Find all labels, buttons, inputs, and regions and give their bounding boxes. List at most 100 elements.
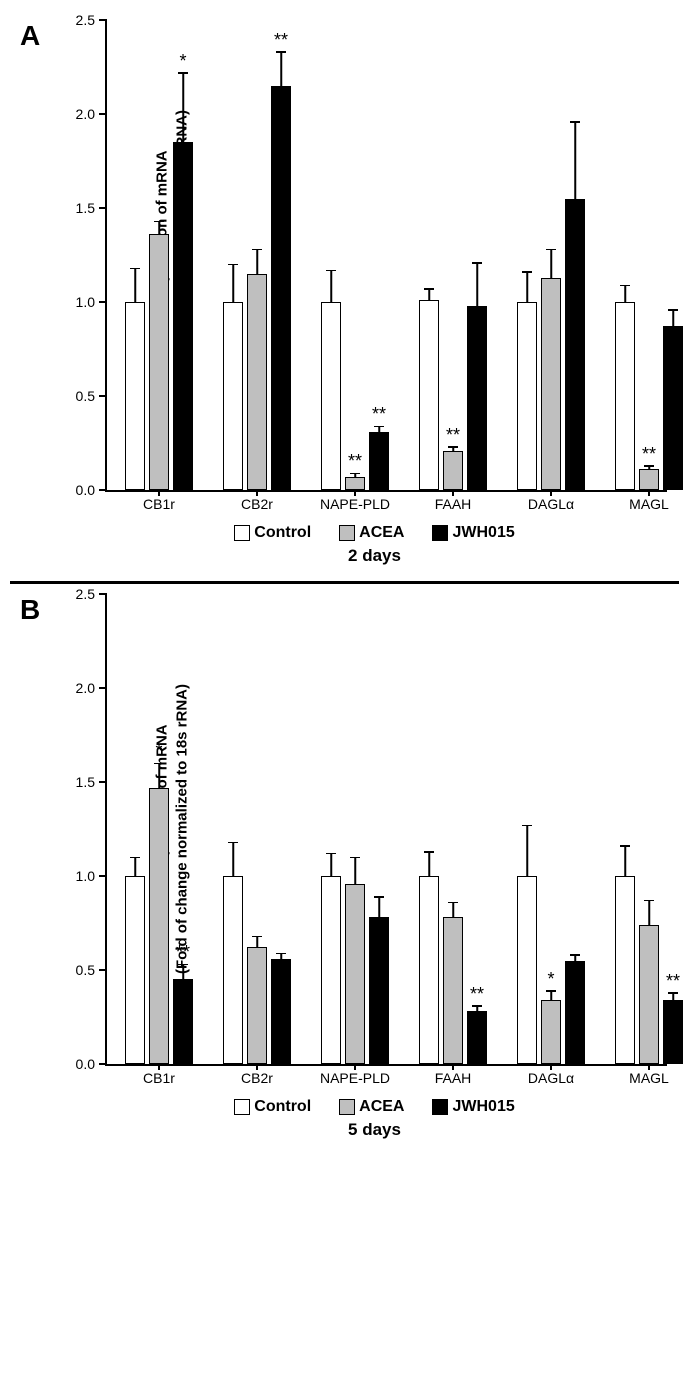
- error-bar: [378, 897, 380, 918]
- error-cap: [668, 309, 678, 311]
- x-category-label: DAGLα: [528, 1070, 574, 1086]
- error-cap: [570, 121, 580, 123]
- y-tick-label: 0.0: [65, 1056, 95, 1072]
- error-cap: [522, 271, 532, 273]
- y-tick-label: 1.0: [65, 868, 95, 884]
- error-bar: [182, 73, 184, 143]
- error-cap: [570, 954, 580, 956]
- bar: [223, 302, 243, 490]
- legend-item: JWH015: [432, 1098, 514, 1116]
- error-cap: [326, 270, 336, 272]
- bar: [223, 876, 243, 1064]
- x-category-label: CB2r: [241, 496, 273, 512]
- bar-group: *DAGLα: [517, 594, 585, 1064]
- error-bar: [158, 763, 160, 787]
- error-cap: [276, 51, 286, 53]
- legend-swatch: [234, 525, 250, 541]
- x-category-label: CB1r: [143, 496, 175, 512]
- bar-group: *CB1r: [125, 20, 193, 490]
- error-bar: [280, 52, 282, 86]
- significance-marker: **: [372, 404, 386, 425]
- legend-item: Control: [234, 1098, 311, 1116]
- significance-marker: **: [642, 444, 656, 465]
- error-bar: [256, 936, 258, 947]
- legend-label: ACEA: [359, 1098, 404, 1115]
- y-tick-label: 1.5: [65, 200, 95, 216]
- error-cap: [620, 845, 630, 847]
- bar-group: **MAGL: [615, 594, 683, 1064]
- legend: Control ACEA JWH015: [70, 1098, 679, 1116]
- chart-area: Relative expression of mRNA(Fold of chan…: [105, 20, 667, 492]
- error-bar: [526, 825, 528, 876]
- error-cap: [276, 953, 286, 955]
- significance-marker: **: [666, 971, 680, 992]
- y-tick: [99, 19, 107, 21]
- bar: [541, 278, 561, 490]
- bar: [345, 884, 365, 1064]
- significance-marker: *: [155, 741, 162, 762]
- error-cap: [178, 72, 188, 74]
- chart-panel: A Relative expression of mRNA(Fold of cha…: [10, 20, 679, 566]
- y-tick-label: 0.0: [65, 482, 95, 498]
- error-cap: [228, 842, 238, 844]
- bar: [149, 788, 169, 1064]
- significance-marker: **: [274, 30, 288, 51]
- panel-label: A: [20, 20, 40, 52]
- y-tick-label: 1.0: [65, 294, 95, 310]
- error-cap: [252, 936, 262, 938]
- error-cap: [644, 465, 654, 467]
- legend-swatch: [339, 1099, 355, 1115]
- legend-label: ACEA: [359, 524, 404, 541]
- x-category-label: DAGLα: [528, 496, 574, 512]
- bar: [125, 302, 145, 490]
- error-cap: [326, 853, 336, 855]
- error-bar: [232, 264, 234, 302]
- bar: [517, 302, 537, 490]
- bar: [125, 876, 145, 1064]
- bar: [663, 326, 683, 490]
- bar: [271, 86, 291, 490]
- bar: [369, 432, 389, 490]
- bar: [565, 961, 585, 1064]
- error-bar: [158, 221, 160, 234]
- bar: [467, 1011, 487, 1064]
- y-tick: [99, 113, 107, 115]
- error-bar: [428, 289, 430, 300]
- bar-group: ***CB1r: [125, 594, 193, 1064]
- error-bar: [672, 310, 674, 327]
- error-cap: [644, 900, 654, 902]
- bar-group: DAGLα: [517, 20, 585, 490]
- bar: [663, 1000, 683, 1064]
- bar: [173, 142, 193, 490]
- bar-group: CB2r: [223, 594, 291, 1064]
- bar: [467, 306, 487, 490]
- y-tick: [99, 301, 107, 303]
- bar-group: **MAGL: [615, 20, 683, 490]
- error-bar: [330, 853, 332, 876]
- bar: [345, 477, 365, 490]
- panel-label: B: [20, 594, 40, 626]
- error-bar: [182, 964, 184, 979]
- x-category-label: MAGL: [629, 496, 669, 512]
- error-cap: [374, 896, 384, 898]
- error-bar: [330, 270, 332, 302]
- error-cap: [620, 285, 630, 287]
- bar: [271, 959, 291, 1064]
- error-bar: [134, 268, 136, 302]
- legend-swatch: [432, 1099, 448, 1115]
- y-tick: [99, 395, 107, 397]
- error-bar: [574, 122, 576, 199]
- x-category-label: MAGL: [629, 1070, 669, 1086]
- y-tick: [99, 875, 107, 877]
- y-tick-label: 2.5: [65, 12, 95, 28]
- error-bar: [452, 902, 454, 917]
- error-bar: [526, 272, 528, 302]
- y-tick: [99, 593, 107, 595]
- error-cap: [546, 249, 556, 251]
- error-cap: [448, 446, 458, 448]
- bar: [419, 300, 439, 490]
- legend-item: ACEA: [339, 1098, 404, 1116]
- y-tick-label: 2.5: [65, 586, 95, 602]
- bar: [369, 917, 389, 1064]
- bar: [321, 302, 341, 490]
